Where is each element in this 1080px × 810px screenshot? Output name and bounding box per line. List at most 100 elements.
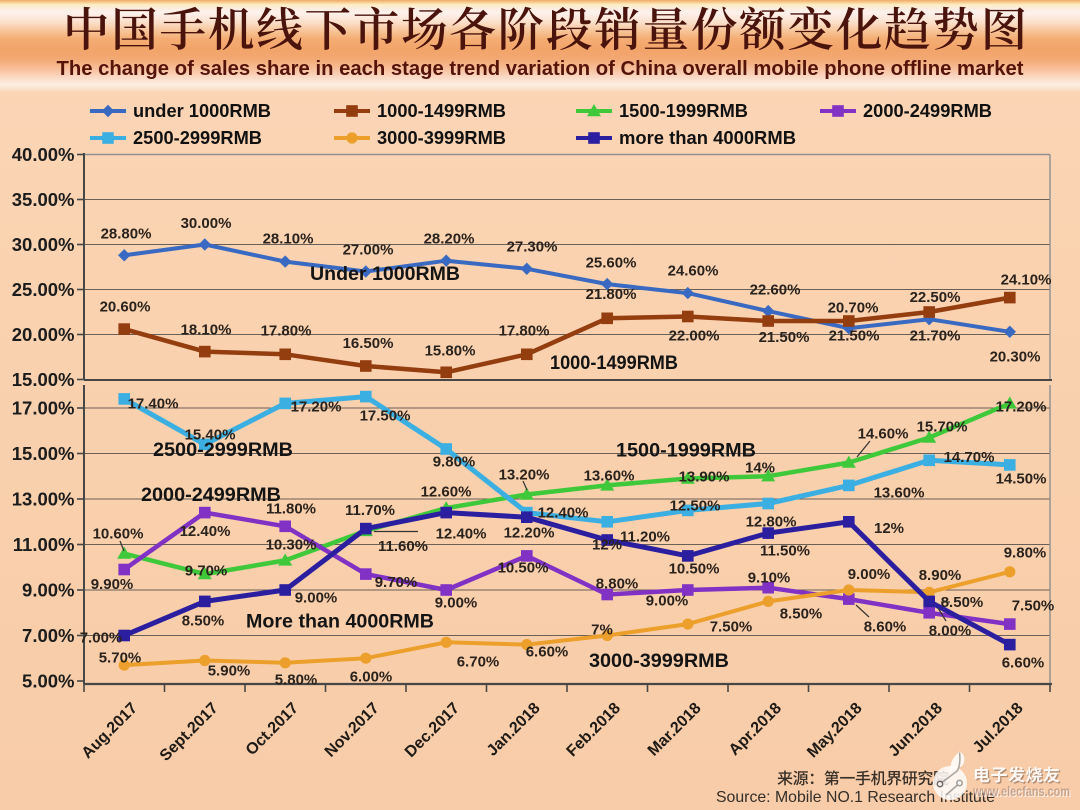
svg-text:2500-2999RMB: 2500-2999RMB [153,439,293,461]
svg-text:9.00%: 9.00% [646,593,689,610]
svg-text:9.70%: 9.70% [185,563,228,580]
svg-text:30.00%: 30.00% [12,234,75,255]
svg-text:28.20%: 28.20% [424,231,475,248]
svg-text:3000-3999RMB: 3000-3999RMB [377,128,506,148]
svg-text:Apr.2018: Apr.2018 [726,700,785,759]
svg-text:7.00%: 7.00% [22,625,74,646]
svg-text:10.50%: 10.50% [498,560,549,577]
svg-text:11.70%: 11.70% [345,502,395,519]
svg-text:17.80%: 17.80% [499,323,550,340]
svg-text:11.60%: 11.60% [378,538,428,555]
svg-text:8.60%: 8.60% [864,619,907,636]
svg-text:24.10%: 24.10% [1001,272,1052,289]
svg-text:Mar.2018: Mar.2018 [645,700,705,760]
svg-text:under 1000RMB: under 1000RMB [133,101,271,121]
svg-text:12.40%: 12.40% [180,523,231,540]
svg-text:21.50%: 21.50% [829,328,880,345]
svg-text:13.20%: 13.20% [499,467,550,484]
svg-text:20.30%: 20.30% [990,349,1041,366]
svg-text:2000-2499RMB: 2000-2499RMB [141,484,281,506]
svg-text:22.60%: 22.60% [750,282,801,299]
svg-text:9.90%: 9.90% [91,576,134,593]
svg-text:35.00%: 35.00% [12,189,75,210]
svg-text:13.60%: 13.60% [874,485,925,502]
svg-text:24.60%: 24.60% [668,263,719,280]
svg-text:More than 4000RMB: More than 4000RMB [246,611,434,633]
svg-text:8.50%: 8.50% [780,606,823,623]
svg-text:17.00%: 17.00% [12,398,75,419]
svg-text:40.00%: 40.00% [12,144,75,165]
svg-text:Sept.2017: Sept.2017 [157,700,222,765]
svg-text:2000-2499RMB: 2000-2499RMB [863,101,992,121]
svg-text:8.50%: 8.50% [941,594,984,611]
svg-text:1500-1999RMB: 1500-1999RMB [616,440,756,462]
svg-text:21.50%: 21.50% [759,329,810,346]
svg-text:12%: 12% [874,520,904,537]
svg-text:Dec.2017: Dec.2017 [402,700,463,761]
svg-text:28.80%: 28.80% [101,226,152,243]
svg-text:14.50%: 14.50% [996,471,1047,488]
svg-text:12.50%: 12.50% [670,498,721,515]
svg-text:9.00%: 9.00% [295,590,338,607]
svg-text:7.50%: 7.50% [710,619,753,636]
svg-text:12.40%: 12.40% [436,526,487,543]
svg-text:The change of sales share in e: The change of sales share in each stage … [57,57,1024,80]
svg-text:Jul.2018: Jul.2018 [970,700,1027,757]
svg-text:6.70%: 6.70% [457,654,500,671]
svg-text:27.00%: 27.00% [343,242,394,259]
svg-text:13.60%: 13.60% [584,468,635,485]
svg-text:5.70%: 5.70% [99,650,142,667]
svg-text:5.80%: 5.80% [275,672,318,689]
svg-text:1500-1999RMB: 1500-1999RMB [619,101,748,121]
svg-text:Under 1000RMB: Under 1000RMB [310,263,460,285]
svg-text:13.00%: 13.00% [12,489,75,510]
svg-text:15.00%: 15.00% [12,443,75,464]
svg-text:Source: Mobile NO.1 Research I: Source: Mobile NO.1 Research Institute [716,789,995,806]
svg-text:Jan.2018: Jan.2018 [484,700,544,760]
svg-text:8.90%: 8.90% [919,567,962,584]
svg-text:11.20%: 11.20% [620,529,670,546]
svg-text:www.elecfans.com: www.elecfans.com [973,785,1071,800]
svg-text:12%: 12% [592,537,622,554]
svg-text:15.70%: 15.70% [917,419,968,436]
svg-text:21.70%: 21.70% [910,328,961,345]
svg-text:7.50%: 7.50% [1012,598,1055,615]
svg-text:11.80%: 11.80% [266,501,316,518]
svg-text:6.00%: 6.00% [350,669,393,686]
svg-text:2500-2999RMB: 2500-2999RMB [133,128,262,148]
svg-text:17.40%: 17.40% [128,396,179,413]
svg-text:6.60%: 6.60% [526,644,569,661]
svg-text:Oct.2017: Oct.2017 [243,700,302,759]
svg-text:25.60%: 25.60% [586,255,637,272]
svg-text:15.00%: 15.00% [12,369,75,390]
svg-text:14.70%: 14.70% [944,449,995,466]
svg-text:8.00%: 8.00% [929,623,972,640]
svg-text:14.60%: 14.60% [858,426,909,443]
svg-text:13.90%: 13.90% [679,469,730,486]
svg-text:11.50%: 11.50% [760,543,810,560]
svg-text:10.30%: 10.30% [266,537,317,554]
svg-text:8.50%: 8.50% [182,613,225,630]
svg-text:9.80%: 9.80% [1004,545,1047,562]
svg-text:9.80%: 9.80% [433,454,476,471]
svg-text:22.00%: 22.00% [669,328,720,345]
svg-text:more than 4000RMB: more than 4000RMB [619,128,796,148]
svg-text:20.70%: 20.70% [828,300,879,317]
svg-text:10.60%: 10.60% [93,526,144,543]
svg-text:9.70%: 9.70% [375,574,418,591]
svg-text:25.00%: 25.00% [12,279,75,300]
svg-text:May.2018: May.2018 [804,700,866,762]
svg-text:1000-1499RMB: 1000-1499RMB [550,352,678,374]
svg-text:15.80%: 15.80% [425,343,476,360]
svg-text:9.00%: 9.00% [435,595,478,612]
svg-text:22.50%: 22.50% [910,289,961,306]
svg-text:17.20%: 17.20% [996,399,1047,416]
svg-text:12.60%: 12.60% [421,484,472,501]
svg-text:20.00%: 20.00% [12,324,75,345]
svg-text:3000-3999RMB: 3000-3999RMB [589,650,729,672]
svg-text:12.40%: 12.40% [538,505,589,522]
svg-text:20.60%: 20.60% [100,299,151,316]
svg-text:9.10%: 9.10% [748,570,791,587]
svg-text:7%: 7% [591,622,613,639]
svg-text:18.10%: 18.10% [181,322,232,339]
